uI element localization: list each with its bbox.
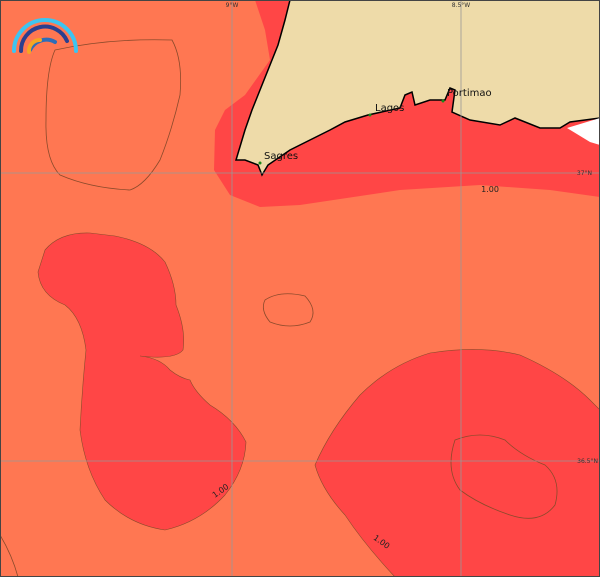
land-portugal bbox=[234, 0, 600, 177]
city-marker[interactable] bbox=[368, 113, 372, 117]
lon-label: 8.5°W bbox=[452, 2, 471, 9]
lat-label: 37°N bbox=[577, 170, 592, 177]
contour-region-west bbox=[37, 232, 247, 531]
city-label-sagres: Sagres bbox=[264, 151, 298, 162]
city-marker[interactable] bbox=[258, 161, 262, 165]
contour-line bbox=[450, 434, 558, 519]
no-data-region bbox=[567, 118, 600, 145]
lon-label: 9°W bbox=[226, 2, 239, 9]
city-label-lagos: Lagos bbox=[375, 103, 404, 114]
contour-region-southeast bbox=[314, 349, 600, 577]
rainbow-logo-icon bbox=[12, 18, 78, 54]
contour-line bbox=[262, 293, 314, 327]
contour-label: 1.00 bbox=[481, 185, 499, 194]
contour-line bbox=[0, 534, 19, 577]
contour-line bbox=[45, 39, 182, 191]
city-marker[interactable] bbox=[441, 99, 445, 103]
lat-label: 36.5°N bbox=[577, 458, 598, 465]
city-label-portimao: Portimao bbox=[447, 88, 492, 99]
